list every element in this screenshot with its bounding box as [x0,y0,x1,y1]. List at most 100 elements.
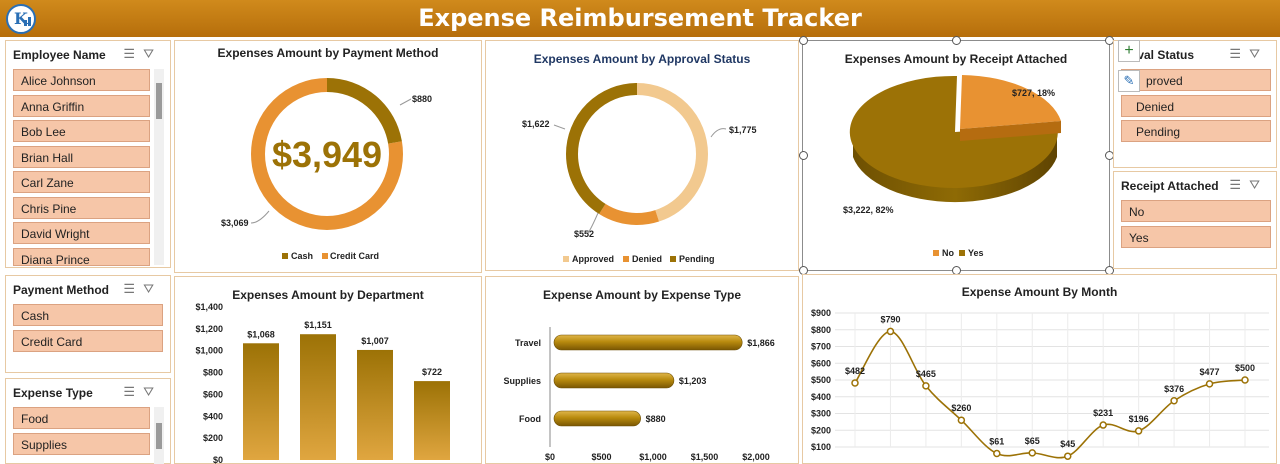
month-chart: Expense Amount By Month $900 $800 $700 $600… [802,274,1277,464]
slicer-item[interactable]: Alice Johnson [13,69,150,91]
donut-slice-cash [251,78,403,230]
multi-select-icon[interactable]: ☰ [123,46,144,61]
clear-filter-icon[interactable]: ⛛ [143,384,162,399]
legend-swatch [933,250,939,256]
data-label: $552 [574,229,594,239]
y-tick-label: $200 [811,425,831,435]
bar [553,410,641,427]
employee-slicer: Employee Name ☰⛛ Alice Johnson Anna Grif… [5,40,171,268]
y-tick-label: $1,400 [195,302,223,312]
bar [553,372,675,389]
multi-select-icon[interactable]: ☰ [1229,177,1250,192]
slicer-item[interactable]: proved [1121,69,1271,91]
data-label: $500 [1235,363,1255,373]
slicer-item[interactable]: Carl Zane [13,171,150,193]
page-title: Expense Reimbursement Tracker [418,4,862,32]
approval-status-slicer: oval Status ☰⛛ proved Denied Pending [1113,40,1277,168]
data-point [1099,421,1107,429]
bar [553,334,743,351]
legend-label: Credit Card [330,251,379,261]
data-point [886,327,895,336]
bar [300,334,336,460]
clear-filter-icon[interactable]: ⛛ [1249,177,1268,192]
plus-icon: + [1124,42,1134,59]
approval-status-chart: Expenses Amount by Approval Status $1,77… [485,40,799,271]
scrollbar[interactable] [154,407,164,464]
company-logo: K [6,4,36,34]
slicer-item[interactable]: Yes [1121,226,1271,248]
legend-swatch [322,253,328,259]
chart-title: Expenses Amount by Payment Method [217,46,439,60]
slicer-item[interactable]: Denied [1121,95,1271,117]
data-point [993,449,1001,458]
slicer-item[interactable]: Pending [1121,120,1271,142]
donut-slice-denied [566,83,708,225]
total-amount: $3,949 [272,134,382,175]
y-tick-label: $100 [811,442,831,452]
legend-swatch [959,250,965,256]
slicer-item[interactable]: No [1121,200,1271,222]
department-chart: Expenses Amount by Department $0 $200 $400… [174,276,482,464]
resize-handle[interactable] [799,36,808,45]
legend-swatch [282,253,288,259]
resize-handle[interactable] [799,151,808,160]
pie-side [853,132,1057,203]
data-label: $477 [1200,367,1220,377]
data-label: $1,775 [729,125,757,135]
data-label: $790 [880,314,900,324]
slicer-item[interactable]: Credit Card [13,330,163,352]
clear-filter-icon[interactable]: ⛛ [1249,46,1268,61]
clear-filter-icon[interactable]: ⛛ [143,46,162,61]
expense-type-chart: Expense Amount by Expense Type Travel $1,… [485,276,799,464]
slicer-item[interactable]: Food [13,407,150,429]
data-label: $722 [422,367,442,377]
y-tick-label: $200 [203,433,223,443]
data-label: $1,866 [747,338,775,348]
multi-select-icon[interactable]: ☰ [123,281,144,296]
data-label: $231 [1093,408,1113,418]
legend-label: Cash [291,251,313,261]
receipt-attached-chart[interactable]: Expenses Amount by Receipt Attached $727… [802,40,1110,271]
data-point [1134,427,1143,435]
pie-slice-no [960,75,1061,129]
legend-label: Pending [679,254,715,264]
data-label: $880 [412,94,432,104]
slicer-item[interactable]: Chris Pine [13,197,150,219]
pie-slice-yes [849,75,1058,188]
y-tick-label: $600 [203,389,223,399]
multi-select-icon[interactable]: ☰ [1229,46,1250,61]
y-category-label: Food [519,414,541,424]
series-line [854,330,1246,459]
data-point [851,379,859,387]
chart-title: Expenses Amount by Approval Status [533,52,751,66]
y-tick-label: $0 [213,455,223,464]
x-tick-label: $500 [591,452,611,462]
clear-filter-icon[interactable]: ⛛ [143,281,162,296]
data-label: $880 [646,414,666,424]
slicer-item[interactable]: Bob Lee [13,120,150,142]
chart-elements-button[interactable]: + [1118,40,1140,62]
slicer-item[interactable]: Brian Hall [13,146,150,168]
y-tick-label: $900 [811,308,831,318]
legend-swatch [563,256,569,262]
data-point [957,416,966,424]
multi-select-icon[interactable]: ☰ [123,384,144,399]
slicer-title: Payment Method [13,283,110,297]
slicer-item[interactable]: Anna Griffin [13,95,150,117]
slicer-item[interactable]: Supplies [13,433,150,455]
payment-method-slicer: Payment Method ☰⛛ Cash Credit Card [5,275,171,373]
legend-swatch [670,256,676,262]
payment-method-chart: Expenses Amount by Payment Method $880 $… [174,40,482,273]
slicer-item[interactable]: Cash [13,304,163,326]
data-label: $196 [1129,414,1149,424]
slicer-item[interactable]: David Wright [13,222,150,244]
y-tick-label: $800 [811,325,831,335]
chart-styles-button[interactable]: ✎ [1118,70,1140,92]
scrollbar[interactable] [154,69,164,265]
resize-handle[interactable] [952,36,961,45]
y-tick-label: $700 [811,342,831,352]
data-point [922,382,930,390]
slicer-item[interactable]: Diana Prince [13,248,150,267]
slicer-title: oval Status [1130,48,1195,62]
y-tick-label: $1,200 [195,324,223,334]
